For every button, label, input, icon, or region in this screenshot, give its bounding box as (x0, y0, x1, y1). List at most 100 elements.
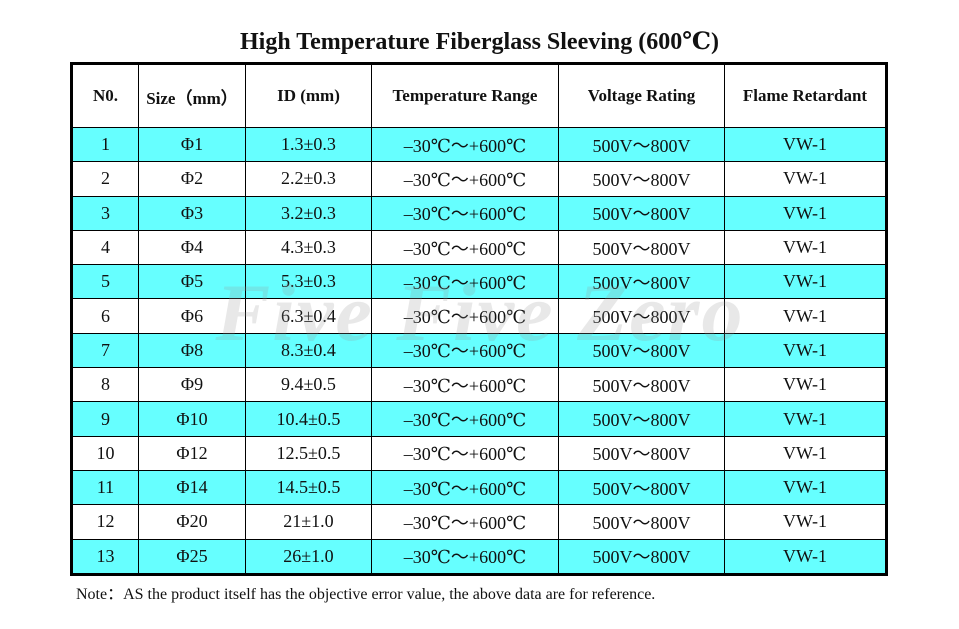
cell-voltage-rating: 500V～800V (558, 538, 725, 575)
header-id: ID (mm) (245, 63, 372, 128)
cell-flame-retardant: VW-1 (724, 298, 887, 334)
header-temperature-range: Temperature Range (371, 63, 559, 128)
cell-flame-retardant: VW-1 (724, 126, 887, 163)
cell-temperature-range: –30℃～+600℃ (371, 161, 559, 197)
cell-voltage-rating: 500V～800V (558, 367, 725, 403)
cell-voltage-rating: 500V～800V (558, 298, 725, 334)
cell-flame-retardant: VW-1 (724, 469, 887, 506)
cell-id: 4.3±0.3 (245, 229, 372, 266)
table-row: 2 Φ2 2.2±0.3 –30℃～+600℃ 500V～800V VW-1 (71, 161, 887, 197)
cell-size: Φ2 (138, 161, 246, 197)
cell-number: 9 (71, 401, 139, 437)
cell-number: 6 (71, 298, 139, 334)
cell-size: Φ5 (138, 264, 246, 300)
table-row: 7 Φ8 8.3±0.4 –30℃～+600℃ 500V～800V VW-1 (71, 332, 887, 369)
table-row: 4 Φ4 4.3±0.3 –30℃～+600℃ 500V～800V VW-1 (71, 229, 887, 266)
cell-number: 2 (71, 161, 139, 197)
cell-size: Φ14 (138, 469, 246, 506)
cell-number: 5 (71, 264, 139, 300)
header-number: N0. (71, 63, 139, 128)
cell-number: 7 (71, 332, 139, 369)
cell-flame-retardant: VW-1 (724, 195, 887, 231)
cell-temperature-range: –30℃～+600℃ (371, 504, 559, 540)
cell-size: Φ10 (138, 401, 246, 437)
cell-flame-retardant: VW-1 (724, 504, 887, 540)
header-size: Size（mm） (138, 63, 246, 128)
cell-number: 8 (71, 367, 139, 403)
table-row: 8 Φ9 9.4±0.5 –30℃～+600℃ 500V～800V VW-1 (71, 367, 887, 403)
table-row: 10 Φ12 12.5±0.5 –30℃～+600℃ 500V～800V VW-1 (71, 435, 887, 471)
cell-number: 12 (71, 504, 139, 540)
table-row: 11 Φ14 14.5±0.5 –30℃～+600℃ 500V～800V VW-1 (71, 469, 887, 506)
cell-id: 12.5±0.5 (245, 435, 372, 471)
cell-number: 13 (71, 538, 139, 575)
cell-number: 1 (71, 126, 139, 163)
cell-id: 14.5±0.5 (245, 469, 372, 506)
cell-voltage-rating: 500V～800V (558, 401, 725, 437)
cell-id: 10.4±0.5 (245, 401, 372, 437)
table-body: 1 Φ1 1.3±0.3 –30℃～+600℃ 500V～800V VW-1 2 Φ2 2.2±… (71, 126, 887, 575)
cell-temperature-range: –30℃～+600℃ (371, 538, 559, 575)
cell-temperature-range: –30℃～+600℃ (371, 332, 559, 369)
footnote: Note：AS the product itself has the objec… (76, 586, 656, 603)
cell-flame-retardant: VW-1 (724, 229, 887, 266)
cell-temperature-range: –30℃～+600℃ (371, 229, 559, 266)
cell-temperature-range: –30℃～+600℃ (371, 435, 559, 471)
cell-temperature-range: –30℃～+600℃ (371, 469, 559, 506)
page-title: High Temperature Fiberglass Sleeving (60… (240, 29, 719, 55)
header-flame-retardant: Flame Retardant (724, 63, 887, 128)
cell-size: Φ3 (138, 195, 246, 231)
header-row: N0. Size（mm） ID (mm) Temperature Range V… (71, 63, 887, 128)
cell-voltage-rating: 500V～800V (558, 332, 725, 369)
spec-table: N0. Size（mm） ID (mm) Temperature Range V… (70, 62, 888, 576)
cell-id: 9.4±0.5 (245, 367, 372, 403)
cell-size: Φ1 (138, 126, 246, 163)
cell-size: Φ20 (138, 504, 246, 540)
table-header: N0. Size（mm） ID (mm) Temperature Range V… (71, 63, 887, 128)
cell-id: 26±1.0 (245, 538, 372, 575)
cell-size: Φ8 (138, 332, 246, 369)
cell-size: Φ12 (138, 435, 246, 471)
cell-temperature-range: –30℃～+600℃ (371, 126, 559, 163)
cell-temperature-range: –30℃～+600℃ (371, 401, 559, 437)
cell-id: 2.2±0.3 (245, 161, 372, 197)
cell-size: Φ9 (138, 367, 246, 403)
table-row: 9 Φ10 10.4±0.5 –30℃～+600℃ 500V～800V VW-1 (71, 401, 887, 437)
cell-voltage-rating: 500V～800V (558, 504, 725, 540)
cell-voltage-rating: 500V～800V (558, 435, 725, 471)
cell-voltage-rating: 500V～800V (558, 161, 725, 197)
cell-id: 1.3±0.3 (245, 126, 372, 163)
cell-size: Φ25 (138, 538, 246, 575)
cell-number: 10 (71, 435, 139, 471)
cell-number: 4 (71, 229, 139, 266)
cell-flame-retardant: VW-1 (724, 367, 887, 403)
cell-number: 11 (71, 469, 139, 506)
cell-id: 8.3±0.4 (245, 332, 372, 369)
table-row: 5 Φ5 5.3±0.3 –30℃～+600℃ 500V～800V VW-1 (71, 264, 887, 300)
cell-voltage-rating: 500V～800V (558, 469, 725, 506)
table-row: 12 Φ20 21±1.0 –30℃～+600℃ 500V～800V VW-1 (71, 504, 887, 540)
cell-flame-retardant: VW-1 (724, 401, 887, 437)
table-row: 6 Φ6 6.3±0.4 –30℃～+600℃ 500V～800V VW-1 (71, 298, 887, 334)
cell-size: Φ4 (138, 229, 246, 266)
cell-id: 3.2±0.3 (245, 195, 372, 231)
cell-number: 3 (71, 195, 139, 231)
cell-temperature-range: –30℃～+600℃ (371, 367, 559, 403)
cell-size: Φ6 (138, 298, 246, 334)
cell-id: 5.3±0.3 (245, 264, 372, 300)
cell-temperature-range: –30℃～+600℃ (371, 298, 559, 334)
header-voltage-rating: Voltage Rating (558, 63, 725, 128)
cell-temperature-range: –30℃～+600℃ (371, 195, 559, 231)
cell-voltage-rating: 500V～800V (558, 264, 725, 300)
cell-temperature-range: –30℃～+600℃ (371, 264, 559, 300)
cell-flame-retardant: VW-1 (724, 332, 887, 369)
cell-id: 6.3±0.4 (245, 298, 372, 334)
cell-voltage-rating: 500V～800V (558, 229, 725, 266)
cell-voltage-rating: 500V～800V (558, 126, 725, 163)
cell-flame-retardant: VW-1 (724, 435, 887, 471)
cell-voltage-rating: 500V～800V (558, 195, 725, 231)
table-row: 3 Φ3 3.2±0.3 –30℃～+600℃ 500V～800V VW-1 (71, 195, 887, 231)
cell-id: 21±1.0 (245, 504, 372, 540)
cell-flame-retardant: VW-1 (724, 264, 887, 300)
table-row: 13 Φ25 26±1.0 –30℃～+600℃ 500V～800V VW-1 (71, 538, 887, 575)
